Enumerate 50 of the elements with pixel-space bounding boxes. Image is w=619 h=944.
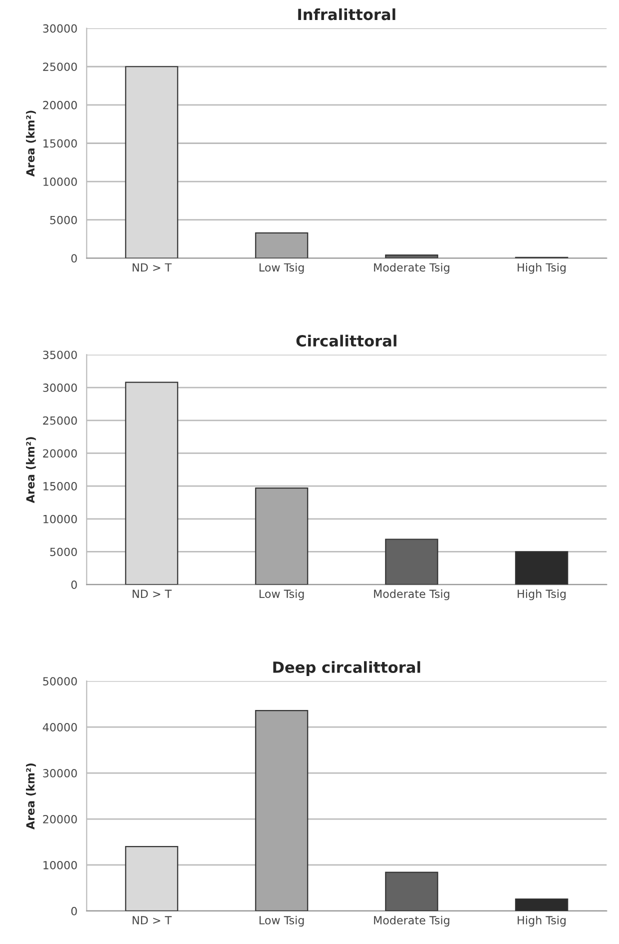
y-tick-label: 25000: [43, 62, 77, 72]
y-tick-label: 0: [71, 254, 77, 263]
y-tick-label: 15000: [44, 482, 77, 490]
x-tick-label: ND > T: [132, 590, 172, 598]
x-tick-label: Moderate Tsig: [374, 589, 450, 600]
bar: [515, 551, 568, 585]
y-tick-label: 10000: [44, 178, 77, 186]
x-tick-label: Low Tsig: [260, 263, 304, 274]
bar: [255, 710, 308, 911]
bar: [125, 846, 178, 911]
bar: [515, 898, 568, 911]
y-tick-label: 20000: [43, 100, 77, 110]
y-tick-label: 0: [71, 906, 77, 916]
x-tick-label: ND > T: [132, 916, 172, 924]
chart-title: Circalittoral: [296, 334, 396, 347]
x-tick-label: Low Tsig: [260, 916, 304, 927]
y-tick-label: 5000: [50, 548, 77, 556]
bar: [255, 487, 308, 585]
x-tick-label: ND > T: [132, 263, 172, 272]
y-tick-label: 25000: [43, 416, 77, 425]
chart-title: Deep circalittoral: [273, 661, 420, 676]
x-tick-label: High Tsig: [518, 916, 566, 927]
x-tick-label: Moderate Tsig: [374, 263, 450, 274]
x-tick-label: High Tsig: [518, 263, 566, 274]
y-tick-label: 50000: [43, 677, 77, 686]
y-tick-label: 10000: [44, 860, 77, 870]
x-tick-label: Low Tsig: [260, 589, 304, 600]
bar: [385, 538, 438, 585]
y-tick-label: 30000: [43, 769, 77, 778]
y-tick-label: 15000: [44, 139, 77, 148]
x-tick-label: Moderate Tsig: [374, 916, 450, 927]
bar: [385, 872, 438, 911]
y-tick-label: 30000: [43, 24, 77, 33]
y-tick-label: 35000: [43, 350, 77, 360]
y-tick-label: 0: [71, 580, 77, 589]
y-tick-label: 10000: [44, 514, 77, 524]
chart-title: Infralittoral: [298, 8, 396, 20]
y-tick-label: 5000: [50, 216, 77, 224]
bar: [385, 254, 438, 258]
y-tick-label: 30000: [43, 384, 77, 392]
bar: [125, 382, 178, 585]
y-axis-title: Area (km²): [26, 437, 36, 504]
y-tick-label: 20000: [43, 449, 77, 458]
y-axis-title: Area (km²): [26, 110, 36, 177]
x-tick-label: High Tsig: [518, 589, 566, 600]
y-axis-title: Area (km²): [26, 764, 36, 830]
y-tick-label: 20000: [43, 814, 77, 824]
bar: [125, 66, 178, 258]
y-tick-label: 40000: [42, 723, 77, 732]
bar: [255, 232, 308, 258]
